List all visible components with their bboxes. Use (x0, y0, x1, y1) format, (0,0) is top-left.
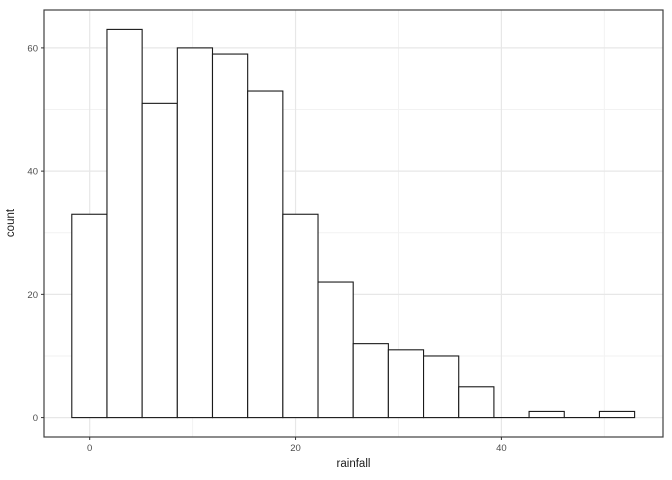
histogram-bar (598, 410, 636, 419)
y-tick-label: 0 (33, 413, 38, 424)
histogram-bar (106, 28, 143, 419)
histogram-bar (317, 281, 354, 419)
histogram-bar (71, 213, 108, 419)
histogram-bar (458, 386, 495, 419)
histogram-bar (387, 349, 425, 419)
histogram-bar (352, 343, 389, 419)
histogram-bar (528, 410, 565, 419)
histogram-bar (141, 102, 178, 419)
x-tick-label: 0 (87, 443, 92, 454)
histogram-bar (282, 213, 319, 419)
y-tick-label: 20 (27, 290, 38, 301)
y-tick-label: 60 (27, 43, 38, 54)
histogram-bar (423, 355, 460, 419)
histogram-bar (176, 47, 214, 419)
x-axis-title: rainfall (336, 458, 371, 470)
y-axis-title: count (5, 208, 17, 238)
y-tick-label: 40 (27, 167, 38, 178)
histogram-bar (211, 53, 249, 419)
x-tick-label: 40 (496, 443, 507, 454)
panel-border (43, 9, 664, 438)
histogram-bar (247, 90, 284, 419)
x-tick-label: 20 (290, 443, 301, 454)
